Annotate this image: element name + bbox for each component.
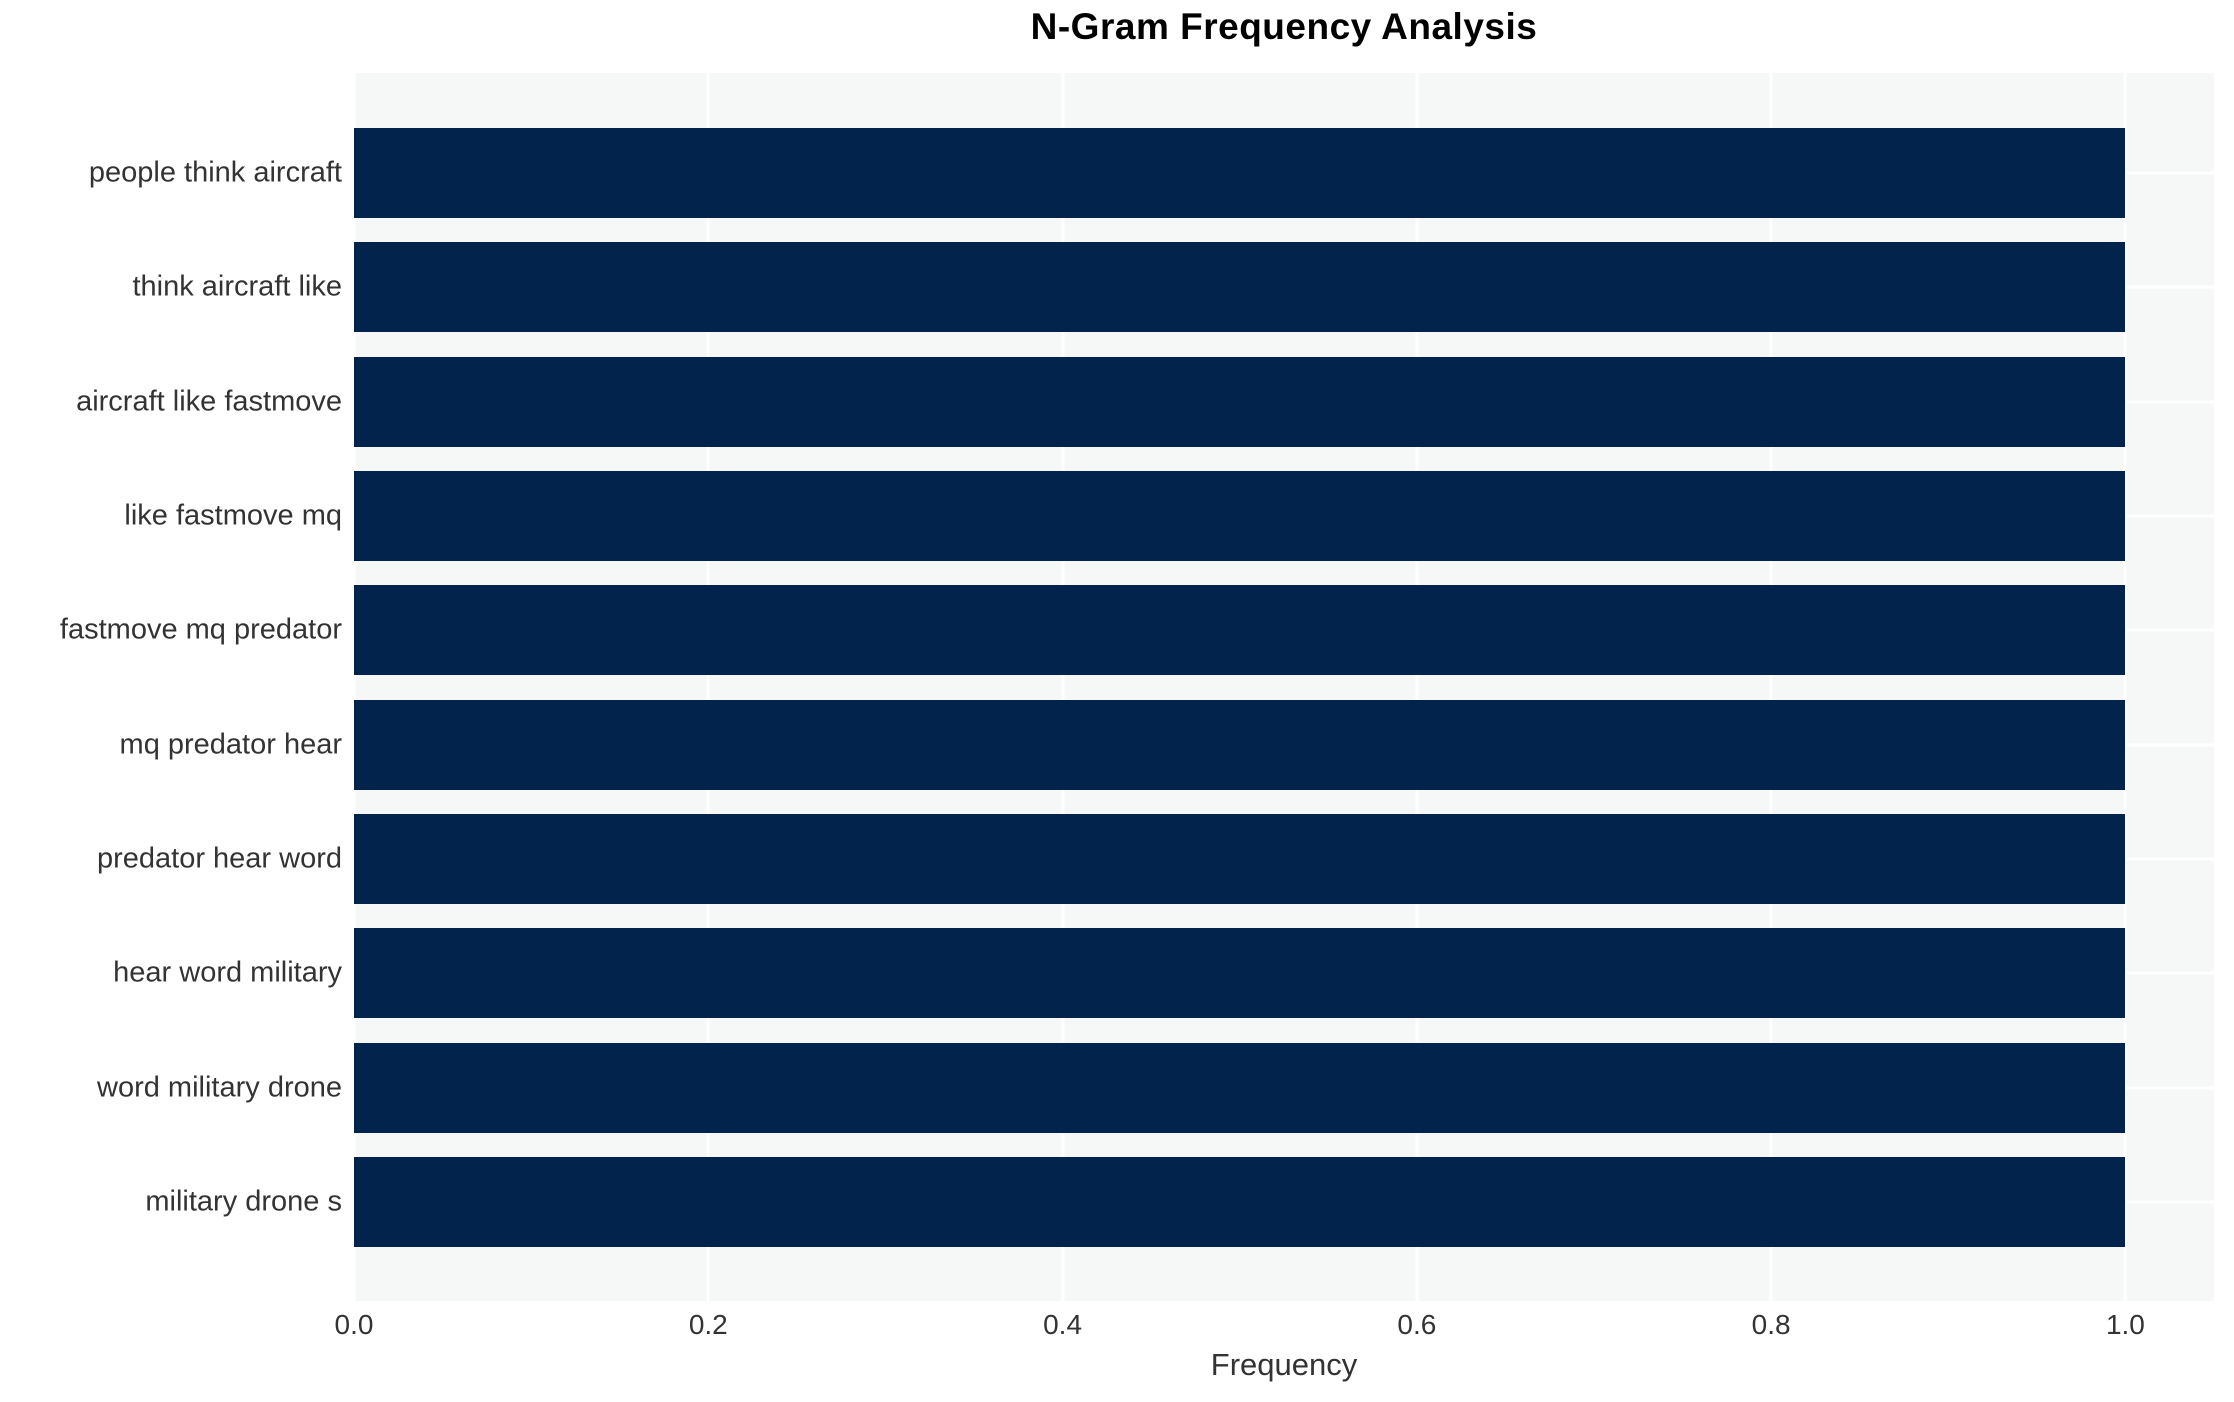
y-tick-label: predator hear word [96,842,342,875]
y-tick-label: mq predator hear [119,728,342,761]
x-axis-title: Frequency [1210,1347,1358,1382]
chart-title: N-Gram Frequency Analysis [1030,6,1538,47]
vertical-gridline [1061,73,1065,1301]
bar-aircraft-like-fastmove [354,356,2126,447]
bar-predator-hear-word [354,813,2126,904]
plot-area [352,73,2214,1301]
y-tick-label: fastmove mq predator [59,613,342,646]
x-tick-label: 0.8 [1751,1309,1791,1340]
y-tick-label: word military drone [97,1071,342,1104]
y-axis-labels: people think aircraft think aircraft like… [0,0,342,1402]
vertical-gridline [1415,73,1419,1301]
x-tick-label: 0.6 [1397,1309,1437,1340]
vertical-gridline [1769,73,1773,1301]
bar-think-aircraft-like [354,242,2126,333]
vertical-gridline [352,73,356,1301]
y-tick-label: hear word military [113,956,342,989]
bar-word-military-drone [354,1042,2126,1133]
bar-mq-predator-hear [354,699,2126,790]
bar-people-think-aircraft [354,128,2126,218]
x-tick-label: 1.0 [2105,1309,2145,1340]
x-tick-label: 0.2 [688,1309,728,1340]
y-tick-label: like fastmove mq [124,499,342,532]
x-tick-label: 0.4 [1043,1309,1083,1340]
bar-hear-word-military [354,928,2126,1019]
bar-like-fastmove-mq [354,470,2126,561]
y-tick-label: aircraft like fastmove [76,385,342,418]
y-tick-label: people think aircraft [88,156,342,189]
bar-military-drone-s [354,1156,2126,1247]
bar-fastmove-mq-predator [354,585,2126,676]
y-tick-label: military drone s [145,1185,342,1218]
y-tick-label: think aircraft like [132,270,342,303]
vertical-gridline [2123,73,2127,1301]
vertical-gridline [706,73,710,1301]
